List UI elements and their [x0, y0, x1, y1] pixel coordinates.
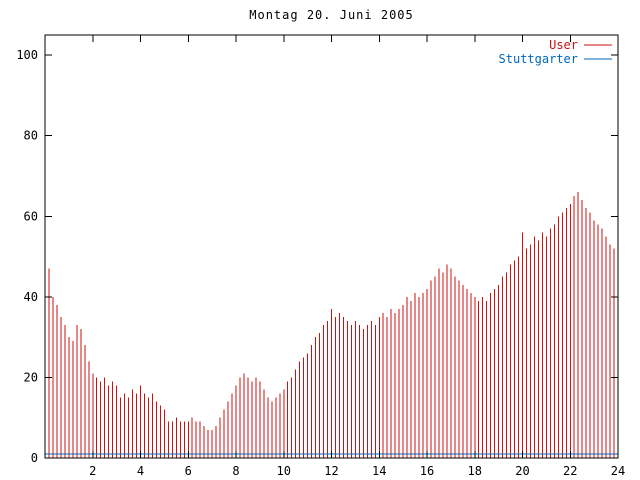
- x-tick-label: 4: [137, 464, 144, 478]
- y-tick-label: 60: [24, 209, 38, 223]
- x-tick-label: 8: [232, 464, 239, 478]
- y-tick-label: 20: [24, 370, 38, 384]
- y-tick-label: 0: [31, 451, 38, 465]
- x-tick-label: 18: [468, 464, 482, 478]
- x-tick-label: 20: [515, 464, 529, 478]
- plot-border: [44, 34, 619, 459]
- x-tick-label: 14: [372, 464, 386, 478]
- legend-stuttgarter-label: Stuttgarter: [499, 52, 578, 66]
- x-tick-label: 12: [324, 464, 338, 478]
- y-tick-label: 100: [16, 48, 38, 62]
- x-tick-label: 24: [611, 464, 625, 478]
- chart-title: Montag 20. Juni 2005: [249, 8, 414, 22]
- legend-user-label: User: [549, 38, 578, 52]
- x-tick-label: 10: [277, 464, 291, 478]
- y-tick-label: 80: [24, 129, 38, 143]
- x-tick-label: 22: [563, 464, 577, 478]
- x-tick-label: 6: [185, 464, 192, 478]
- y-tick-label: 40: [24, 290, 38, 304]
- x-tick-label: 16: [420, 464, 434, 478]
- x-tick-label: 2: [89, 464, 96, 478]
